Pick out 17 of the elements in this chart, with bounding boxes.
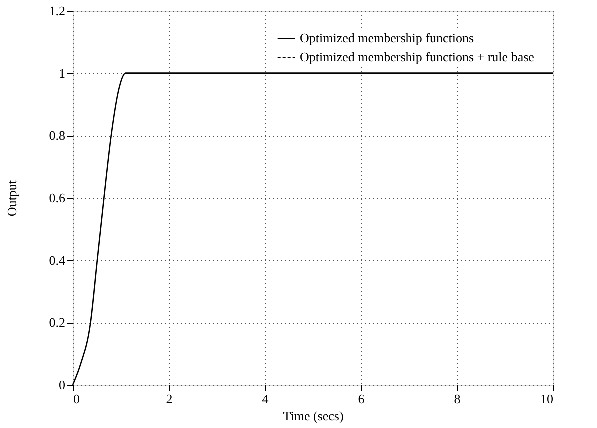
x-axis-title: Time (secs) xyxy=(283,408,344,424)
y-tick-label: 1 xyxy=(59,66,66,81)
y-tick-label: 1.2 xyxy=(49,4,66,18)
x-tick-label: 8 xyxy=(454,392,461,406)
y-tick-label: 0.2 xyxy=(49,315,66,330)
x-tick-label: 10 xyxy=(540,392,554,406)
y-tick-label: 0 xyxy=(59,378,66,392)
legend-label: Optimized membership functions + rule base xyxy=(300,50,535,64)
y-tick-label: 0.4 xyxy=(49,252,66,268)
y-tick-label: 0.6 xyxy=(49,190,66,206)
x-tick-label: 6 xyxy=(358,392,366,406)
y-tick-label: 0.8 xyxy=(49,128,66,144)
y-axis-title: Output xyxy=(4,180,20,217)
x-tick-label: 2 xyxy=(166,392,173,406)
x-tick-label: 0 xyxy=(74,392,80,406)
legend-label: Optimized membership functions xyxy=(300,30,474,46)
x-tick-label: 4 xyxy=(262,392,270,406)
